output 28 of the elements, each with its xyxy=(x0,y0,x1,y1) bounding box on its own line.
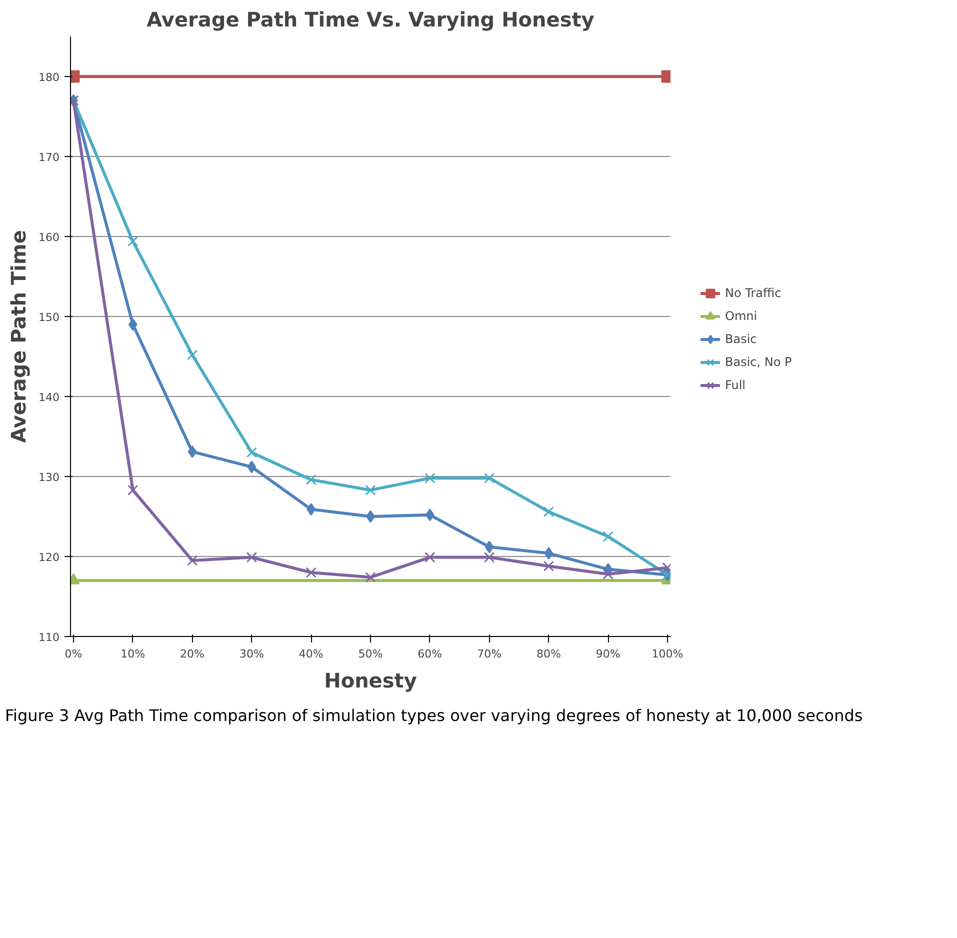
y-tick-label: 170 xyxy=(38,151,60,164)
caption: Figure 3 Avg Path Time comparison of simulation types over varying degrees of honesty at 10,000 seconds xyxy=(5,705,863,727)
y-tick-label: 180 xyxy=(38,71,60,84)
legend-label: Full xyxy=(725,378,746,392)
y-axis-title: Average Path Time xyxy=(6,230,31,443)
x-tick-label: 80% xyxy=(536,648,561,660)
legend-label: Basic xyxy=(725,332,757,346)
y-tick-label: 120 xyxy=(38,551,60,564)
x-tick-label: 30% xyxy=(239,648,264,660)
x-tick-label: 40% xyxy=(298,648,324,660)
x-tick-label: 60% xyxy=(418,648,442,660)
y-tick-label: 130 xyxy=(38,471,60,484)
y-tick-label: 150 xyxy=(38,311,60,324)
x-tick-label: 100% xyxy=(652,648,684,660)
legend-label: No Traffic xyxy=(725,286,782,300)
x-tick-label: 0% xyxy=(64,648,82,660)
chart-title: Average Path Time Vs. Varying Honesty xyxy=(146,8,594,32)
x-tick-label: 10% xyxy=(120,648,146,660)
y-tick-label: 110 xyxy=(38,631,60,644)
y-tick-label: 140 xyxy=(38,391,60,404)
x-tick-label: 70% xyxy=(477,648,502,660)
x-tick-label: 90% xyxy=(596,648,620,660)
legend-label: Basic, No P xyxy=(725,354,792,368)
y-tick-label: 160 xyxy=(38,231,60,244)
legend-label: Omni xyxy=(725,308,758,322)
x-axis-title: Honesty xyxy=(324,668,417,692)
x-tick-label: 50% xyxy=(358,648,383,660)
x-tick-label: 20% xyxy=(180,648,205,660)
